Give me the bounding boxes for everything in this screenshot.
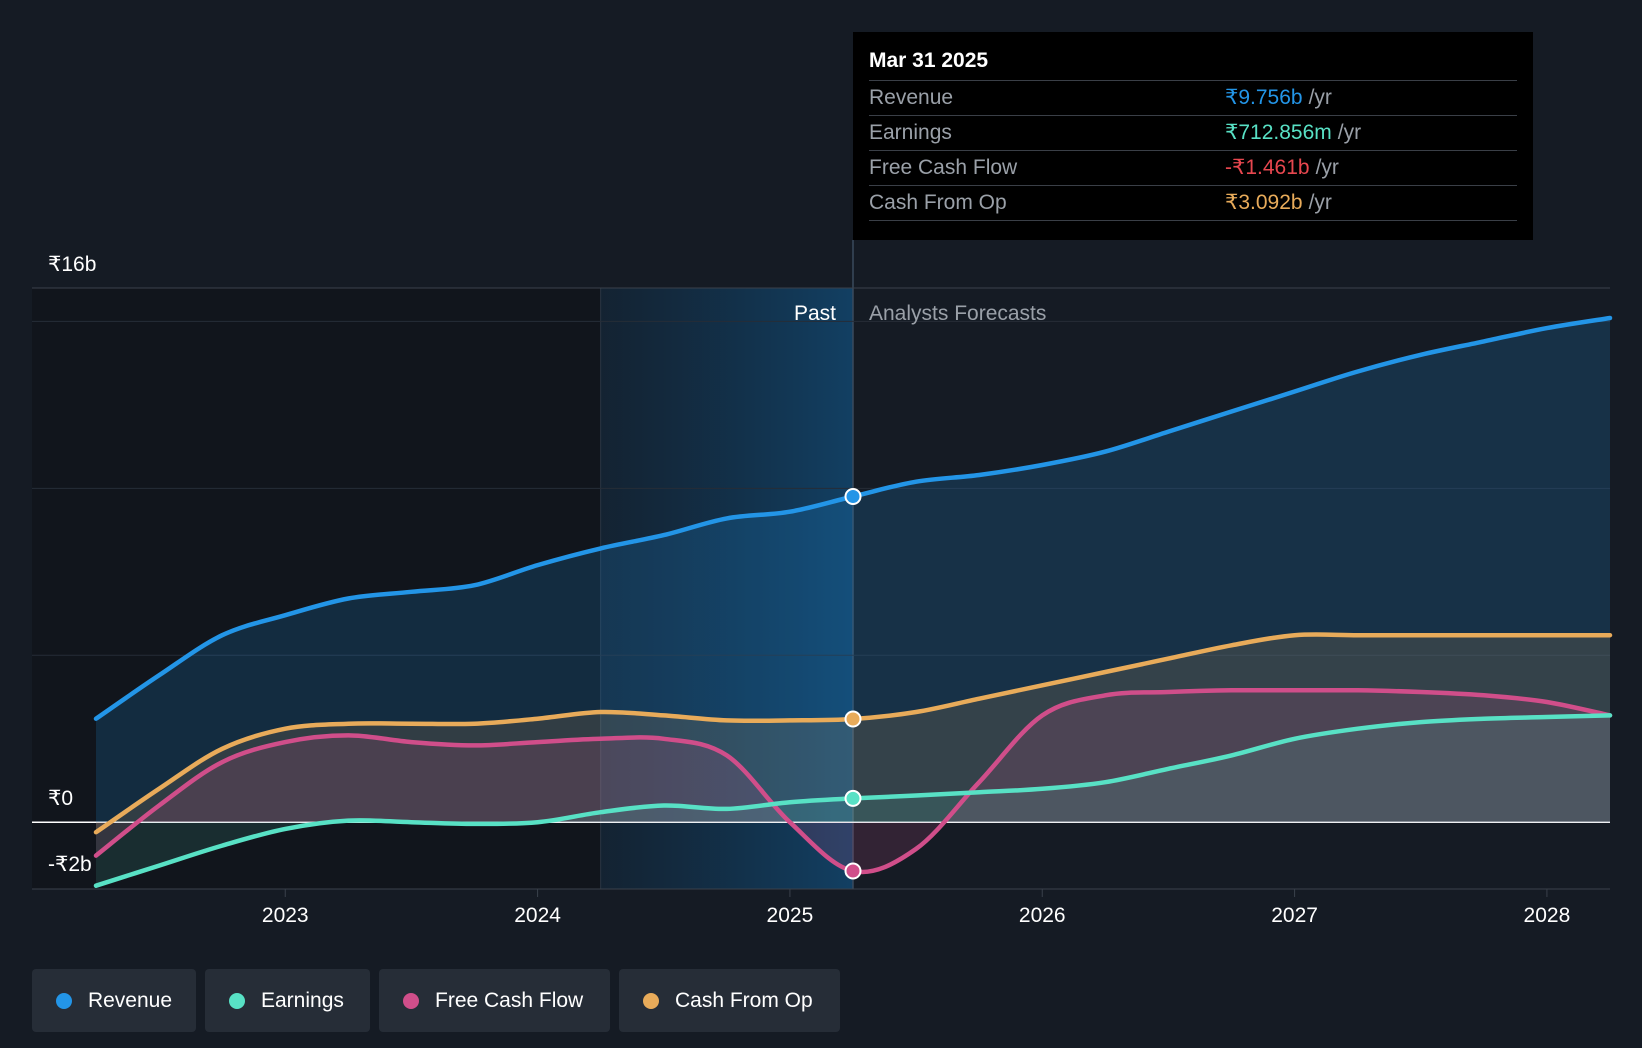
marker-earnings [844, 789, 862, 807]
x-tick-label-2026: 2026 [1019, 904, 1066, 927]
grid-layer [32, 287, 1610, 890]
x-axis-ticks: 2023 2024 2025 2026 2027 2028 [262, 889, 1570, 927]
area-cash-from-op [96, 634, 1610, 833]
tooltip-row-name: Earnings [869, 121, 952, 144]
tooltip-row-name: Free Cash Flow [869, 156, 1018, 179]
legend-label: Revenue [87, 988, 172, 1012]
tooltip-date: Mar 31 2025 [869, 46, 1517, 81]
marker-cash-from-op [844, 710, 862, 728]
tooltip-row-name: Cash From Op [869, 191, 1007, 214]
legend: Revenue Earnings Free Cash Flow Cash Fro… [32, 969, 840, 1032]
legend-label: Earnings [261, 988, 344, 1012]
x-tick-label-2024: 2024 [514, 904, 561, 927]
tooltip-row-value: ₹712.856m [1225, 121, 1332, 144]
tooltip-row-unit: /yr [1337, 121, 1362, 144]
legend-dot-icon [56, 992, 72, 1009]
tooltip-row-value: -₹1.461b [1225, 156, 1310, 179]
legend-dot-icon [643, 992, 659, 1009]
legend-item-cash-from-op[interactable]: Cash From Op [619, 969, 840, 1032]
marker-free-cash-flow [844, 862, 862, 880]
tooltip-row-earnings: Earnings ₹712.856m /yr [869, 116, 1517, 151]
x-tick-label-2023: 2023 [262, 904, 309, 927]
forecast-label: Analysts Forecasts [869, 302, 1046, 325]
past-region-bg [32, 288, 601, 889]
marker-layer [844, 487, 862, 880]
marker-revenue [844, 487, 862, 505]
legend-dot-icon [403, 992, 419, 1009]
tooltip-row-unit: /yr [1308, 86, 1332, 109]
legend-item-earnings[interactable]: Earnings [205, 969, 370, 1032]
highlight-band [600, 288, 853, 889]
legend-dot-icon [229, 992, 245, 1009]
y-label-zero: ₹0 [48, 787, 73, 810]
x-tick-label-2025: 2025 [767, 904, 814, 927]
y-label-bottom: -₹2b [48, 853, 92, 876]
y-label-top: ₹16b [48, 253, 96, 276]
area-layer [96, 318, 1610, 886]
legend-label: Free Cash Flow [435, 988, 584, 1012]
tooltip-row-revenue: Revenue ₹9.756b /yr [869, 81, 1517, 116]
tooltip-row-unit: /yr [1315, 156, 1339, 179]
tooltip-row-cash-from-op: Cash From Op ₹3.092b /yr [869, 186, 1517, 221]
legend-item-revenue[interactable]: Revenue [32, 969, 196, 1032]
tooltip-row-value: ₹9.756b [1225, 86, 1303, 109]
area-revenue [96, 318, 1610, 823]
tooltip-row-free-cash-flow: Free Cash Flow -₹1.461b /yr [869, 151, 1517, 186]
legend-label: Cash From Op [675, 988, 813, 1012]
tooltip-row-name: Revenue [869, 86, 954, 109]
tooltip-row-unit: /yr [1308, 191, 1332, 214]
tooltip-row-value: ₹3.092b [1225, 191, 1303, 214]
label-layer: ₹16b ₹0 -₹2b Past Analysts Forecasts [48, 253, 1046, 876]
x-tick-label-2027: 2027 [1271, 904, 1318, 927]
past-label: Past [794, 302, 836, 325]
background-layer [32, 240, 854, 889]
area-free-cash-flow [96, 690, 1610, 872]
tooltip: Mar 31 2025 Revenue ₹9.756b /yr Earnings… [853, 32, 1533, 240]
legend-item-free-cash-flow[interactable]: Free Cash Flow [379, 969, 610, 1032]
x-tick-label-2028: 2028 [1524, 904, 1571, 927]
